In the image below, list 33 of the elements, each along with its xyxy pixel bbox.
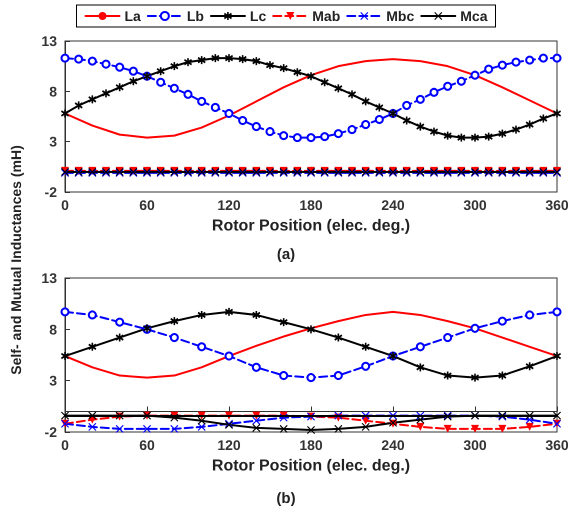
x-tick-label: 240 [381,437,405,453]
x-tick-label: 240 [381,197,405,213]
x-tick-label: 120 [217,197,241,213]
y-tick-label: 3 [49,134,58,150]
y-tick-label: 8 [49,321,58,338]
text: (b) [276,490,296,506]
y-tick-label: -2 [44,424,58,440]
x-tick-label: 60 [139,437,155,453]
y-axis-title: Self- and Mutual Inductances (mH) [8,145,24,375]
x-tick-label: 0 [61,197,70,213]
x-tick-label: 360 [545,437,569,453]
legend-label: Lc [250,8,266,24]
x-tick-label: 300 [463,197,487,213]
x-axis-title: Rotor Position (elec. deg.) [212,458,410,474]
x-tick-label: 0 [61,437,70,453]
y-tick-label: 3 [49,372,58,389]
x-tick-label: 60 [139,197,155,213]
x-tick-label: 360 [545,197,569,213]
x-tick-label: 180 [299,197,323,213]
text: (a) [276,246,296,263]
legend-label: Lb [186,8,204,24]
legend-label: Mbc [386,8,414,24]
y-tick-label: 13 [41,270,58,286]
legend-label: La [124,8,142,24]
y-tick-label: 13 [41,33,58,49]
legend-label: Mab [312,8,340,24]
x-tick-label: 300 [463,437,487,453]
x-axis-title: Rotor Position (elec. deg.) [212,218,410,234]
y-tick-label: -2 [44,184,58,200]
x-tick-label: 120 [217,437,241,453]
y-tick-label: 8 [49,83,58,100]
legend-label: Mca [460,8,488,24]
x-tick-label: 180 [299,437,323,453]
